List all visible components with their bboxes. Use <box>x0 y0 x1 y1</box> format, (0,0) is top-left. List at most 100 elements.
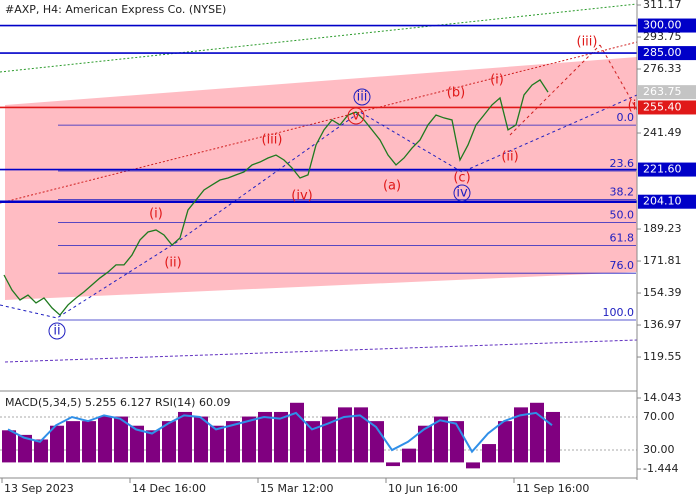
y-tick-label: 136.97 <box>643 318 682 331</box>
y-tick-label: 119.55 <box>643 350 682 363</box>
wave-label: iii <box>357 90 368 105</box>
level-label: 285.00 <box>643 46 682 59</box>
wave-label: (a) <box>383 179 401 194</box>
wave-label: (i) <box>149 207 163 222</box>
price-line <box>3 79 549 316</box>
macd-bar <box>50 425 64 463</box>
fib-label: 0.0 <box>617 111 635 124</box>
macd-bar <box>130 425 144 463</box>
y2-tick-label: 70.00 <box>643 410 675 423</box>
wave-label: v <box>352 109 360 124</box>
macd-bar <box>370 421 384 463</box>
wave-label: iv <box>456 186 468 201</box>
fib-label: 50.0 <box>610 208 635 221</box>
level-label: 204.10 <box>643 195 682 208</box>
wave-line <box>0 94 638 319</box>
macd-bar <box>354 407 368 463</box>
fib-label: 23.6 <box>610 157 635 170</box>
wave-label: ii <box>53 324 60 339</box>
x-tick-label: 15 Mar 12:00 <box>260 482 333 495</box>
macd-bar <box>306 421 320 463</box>
wave-circle <box>48 322 66 340</box>
y-tick-label: 154.39 <box>643 286 682 299</box>
trendline <box>4 339 638 363</box>
y-tick-label: 241.49 <box>643 126 682 139</box>
channel <box>5 57 637 300</box>
y-tick-label: 276.33 <box>643 62 682 75</box>
wave-label: (ii) <box>164 256 181 271</box>
indicator-panel <box>0 402 637 469</box>
macd-bar <box>338 407 352 463</box>
macd-bar <box>162 421 176 463</box>
y-tick-label: 14.043 <box>643 391 682 404</box>
trendline <box>0 3 638 73</box>
trendline <box>599 44 638 111</box>
level-label: 255.40 <box>643 100 682 113</box>
wave-label: (i) <box>490 73 504 88</box>
macd-bar <box>402 448 416 463</box>
y-tick-label: 189.23 <box>643 222 682 235</box>
wave-label: (iii) <box>262 133 283 148</box>
wave-circle <box>347 107 365 125</box>
wave-label: (b) <box>447 86 465 101</box>
macd-bar <box>482 444 496 463</box>
y-tick-label: 171.81 <box>643 254 682 267</box>
y-tick-label: 311.17 <box>643 0 682 11</box>
fib-label: 61.8 <box>610 232 635 245</box>
level-box <box>638 194 696 209</box>
level-box <box>638 18 696 33</box>
macd-bar <box>210 425 224 463</box>
wave-label: (iv) <box>291 189 312 204</box>
macd-bar <box>2 430 16 463</box>
macd-bar <box>146 430 160 463</box>
macd-bar <box>66 421 80 463</box>
macd-bar <box>322 416 336 463</box>
macd-bar <box>18 434 32 463</box>
main-panel: 0.023.638.250.061.876.0100.0iiiv(iii)(iv… <box>0 24 637 340</box>
macd-bar <box>34 439 48 463</box>
wave-label: (i <box>628 99 637 114</box>
wave-label: (iii) <box>577 35 598 50</box>
y-tick-label: -1.444 <box>643 462 678 475</box>
level-box <box>638 162 696 177</box>
macd-bar <box>418 425 432 463</box>
current-price-label: 263.75 <box>643 85 682 98</box>
fib-label: 100.0 <box>603 306 635 319</box>
macd-bar <box>98 416 112 463</box>
wave-label: (c) <box>453 171 470 186</box>
macd-bar <box>290 402 304 463</box>
macd-bar <box>242 416 256 463</box>
x-tick-label: 13 Sep 2023 <box>4 482 74 495</box>
wave-label: (ii) <box>501 150 518 165</box>
macd-bar <box>258 411 272 463</box>
y2-tick-label: 30.00 <box>643 443 675 456</box>
macd-bar <box>194 416 208 463</box>
macd-bar <box>530 402 544 463</box>
macd-bar <box>498 421 512 463</box>
level-label: 221.60 <box>643 163 682 176</box>
rsi-line <box>7 411 553 454</box>
level-label: 300.00 <box>643 19 682 32</box>
trendline <box>0 41 638 204</box>
macd-bar <box>82 421 96 463</box>
macd-bar <box>226 421 240 463</box>
wave-circle <box>353 88 371 106</box>
macd-bar <box>434 416 448 463</box>
macd-bar <box>114 416 128 463</box>
x-tick-label: 14 Dec 16:00 <box>132 482 206 495</box>
fib-label: 76.0 <box>610 259 635 272</box>
macd-bar <box>514 407 528 463</box>
x-tick-label: 10 Jun 16:00 <box>388 482 458 495</box>
current-price-box <box>638 85 696 100</box>
macd-bar <box>546 411 560 463</box>
macd-bar <box>274 411 288 463</box>
y-tick-label: 293.75 <box>643 30 682 43</box>
fib-label: 38.2 <box>610 186 635 199</box>
macd-bar <box>178 411 192 463</box>
macd-bar <box>466 462 480 469</box>
x-tick-label: 11 Sep 16:00 <box>516 482 589 495</box>
macd-bar <box>386 462 400 467</box>
level-box <box>638 46 696 61</box>
chart-title: #AXP, H4: American Express Co. (NYSE) <box>5 3 226 16</box>
